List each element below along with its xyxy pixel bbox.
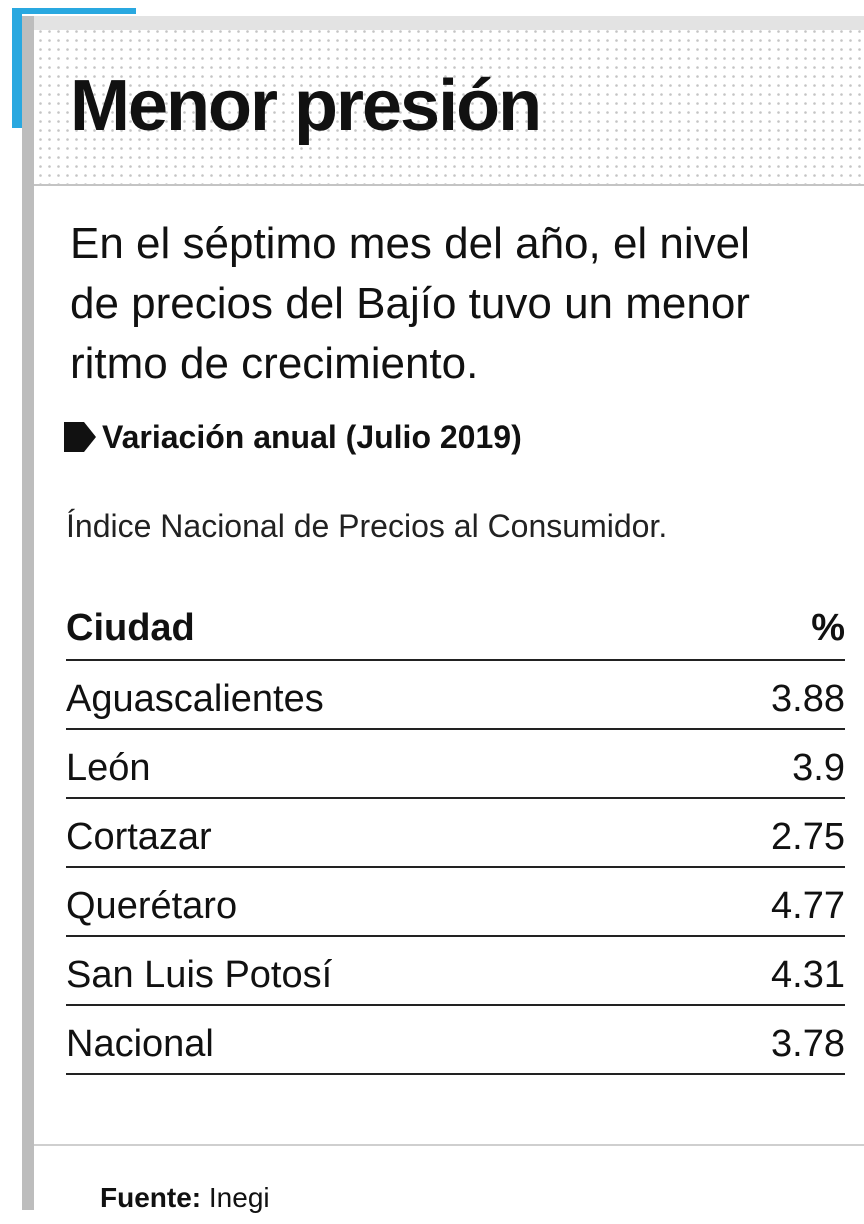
subtitle: Variación anual (Julio 2019) — [102, 419, 522, 455]
value: 3.88 — [771, 678, 845, 720]
top-bar — [34, 16, 864, 30]
header-background — [34, 30, 864, 185]
description: En el séptimo mes del año, el nivel de pr… — [70, 219, 750, 388]
column-header: % — [811, 607, 845, 649]
accent-top — [12, 8, 136, 14]
source: Fuente: Inegi — [100, 1182, 270, 1213]
table: Ciudad % Aguascalientes 3.88 León 3.9 Cortazar… — [66, 607, 845, 1075]
city: Nacional — [66, 1023, 214, 1065]
description-line: En el séptimo mes del año, el nivel — [70, 219, 750, 268]
value: 3.78 — [771, 1023, 845, 1065]
side-bar — [22, 16, 34, 1210]
title: Menor presión — [70, 66, 540, 146]
city: Aguascalientes — [66, 678, 324, 720]
city: León — [66, 747, 151, 789]
value: 3.9 — [792, 747, 845, 789]
note: Índice Nacional de Precios al Consumidor… — [66, 508, 667, 544]
city: Querétaro — [66, 885, 237, 927]
value: 2.75 — [771, 816, 845, 858]
column-header: Ciudad — [66, 607, 195, 649]
value: 4.31 — [771, 954, 845, 996]
city: San Luis Potosí — [66, 954, 333, 996]
subtitle-marker — [64, 422, 96, 452]
source-label: Fuente: — [100, 1182, 201, 1213]
source-text: Inegi — [209, 1182, 270, 1213]
value: 4.77 — [771, 885, 845, 927]
description-line: de precios del Bajío tuvo un menor — [70, 279, 750, 328]
city: Cortazar — [66, 816, 212, 858]
accent-left — [12, 8, 22, 128]
description-line: ritmo de crecimiento. — [70, 339, 478, 388]
